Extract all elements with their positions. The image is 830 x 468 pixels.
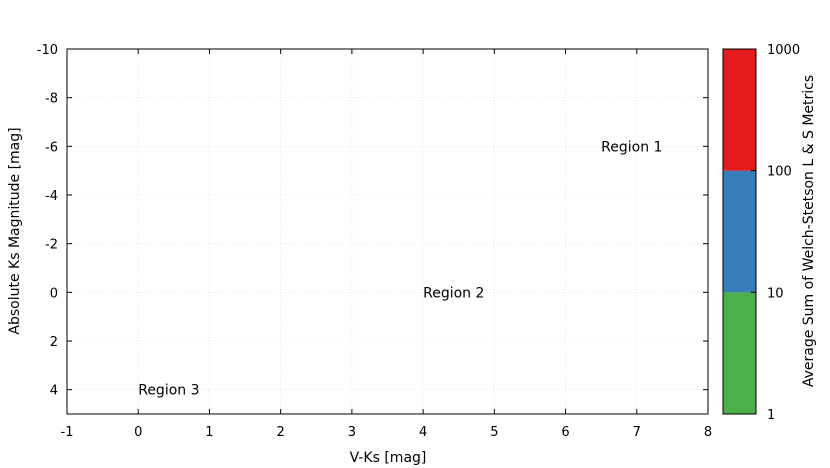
y-tick-label: -8: [45, 92, 58, 107]
x-tick-label: 0: [134, 425, 142, 440]
x-tick-label: 8: [704, 425, 712, 440]
colorbar: 1 10 100 1000: [722, 43, 800, 423]
colorbar-frame: [722, 48, 757, 415]
x-tick-label: 3: [348, 425, 356, 440]
plot-frame: [66, 48, 709, 415]
region-label: Region 1: [601, 139, 662, 155]
x-axis-label: V-Ks [mag]: [350, 450, 427, 466]
x-tick-label: -1: [61, 425, 74, 440]
x-tick-label: 1: [205, 425, 213, 440]
grid-lines: [67, 49, 708, 414]
y-tick-label: 2: [50, 335, 58, 350]
y-tick-label: -4: [45, 189, 58, 204]
x-tick-label: 4: [419, 425, 427, 440]
y-tick-label: 0: [50, 286, 58, 301]
x-tick-label: 7: [633, 425, 641, 440]
colorbar-tick-label: 100: [767, 165, 792, 180]
colorbar-tick-label: 1000: [767, 43, 800, 58]
x-tick-label: 6: [561, 425, 569, 440]
colorbar-tick-label: 10: [767, 286, 784, 301]
colorbar-label: Average Sum of Welch-Stetson L & S Metri…: [801, 75, 817, 387]
y-axis-ticks: 4 2 0 -2 -4 -6 -8 -10: [37, 43, 708, 399]
colorbar-tick-label: 1: [767, 408, 775, 423]
region-label: Region 2: [423, 285, 484, 301]
y-tick-label: -2: [45, 238, 58, 253]
x-tick-label: 5: [490, 425, 498, 440]
x-tick-label: 2: [277, 425, 285, 440]
region-annotations: Region 1 Region 2 Region 3: [138, 139, 662, 398]
colorbar-band: [723, 49, 756, 171]
colorbar-band: [723, 170, 756, 293]
y-tick-label: 4: [50, 384, 58, 399]
y-tick-label: -10: [37, 43, 58, 58]
y-axis-label: Absolute Ks Magnitude [mag]: [7, 127, 23, 334]
colorbar-band: [723, 292, 756, 414]
region-label: Region 3: [138, 383, 199, 399]
x-axis-ticks: -1 0 1 2 3 4 5 6 7 8: [61, 49, 712, 440]
y-tick-label: -6: [45, 140, 58, 155]
